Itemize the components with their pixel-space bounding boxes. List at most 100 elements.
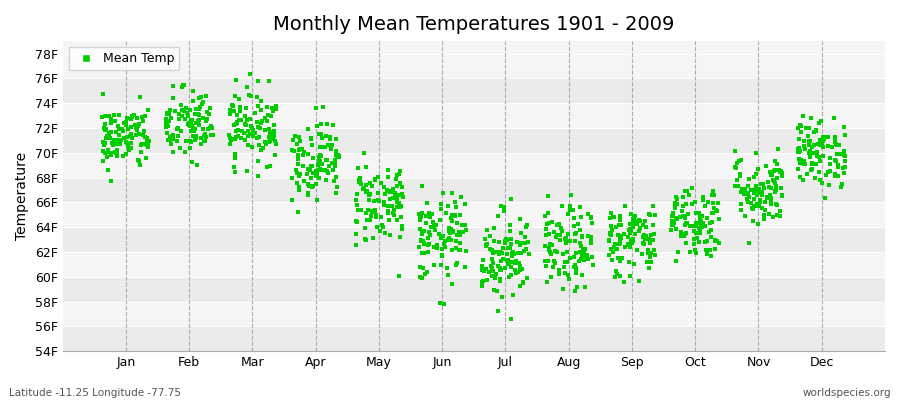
Point (245, 144, 259, 150)
Point (121, 126, 135, 132)
Point (330, 184, 345, 190)
Point (202, 111, 216, 117)
Point (309, 172, 323, 179)
Point (448, 199, 463, 205)
Point (115, 127, 130, 134)
Point (626, 238, 640, 245)
Point (244, 93, 258, 99)
Point (538, 212, 553, 219)
Point (435, 251, 449, 258)
Point (514, 240, 528, 246)
Point (816, 138, 831, 144)
Point (249, 118, 264, 125)
Point (189, 133, 203, 140)
Point (422, 241, 436, 247)
Point (295, 146, 310, 152)
Point (794, 129, 808, 135)
Point (320, 168, 334, 174)
Point (311, 158, 326, 164)
Point (142, 138, 157, 144)
Point (542, 244, 556, 251)
Point (760, 195, 775, 201)
Point (555, 251, 570, 257)
Point (330, 152, 345, 158)
Point (269, 103, 284, 109)
Point (228, 136, 242, 142)
Point (621, 242, 635, 248)
Point (478, 236, 492, 242)
Point (559, 240, 573, 246)
Point (693, 216, 707, 223)
Point (411, 244, 426, 250)
Point (96, 125, 111, 131)
Point (791, 149, 806, 155)
Point (624, 237, 638, 244)
Point (503, 264, 517, 270)
Point (326, 166, 340, 173)
Point (746, 206, 760, 212)
Point (752, 186, 766, 192)
Point (500, 244, 515, 251)
Point (135, 114, 149, 120)
Point (415, 231, 429, 237)
Point (134, 149, 148, 155)
Point (513, 267, 527, 273)
Point (509, 239, 524, 246)
Point (121, 142, 135, 149)
Point (310, 123, 325, 129)
Point (185, 98, 200, 104)
Point (228, 136, 242, 142)
Point (679, 201, 693, 208)
Point (555, 228, 570, 234)
Point (114, 137, 129, 143)
Point (416, 238, 430, 244)
Point (359, 237, 374, 244)
Point (575, 272, 590, 278)
Point (710, 208, 724, 215)
Point (822, 182, 836, 188)
Point (241, 128, 256, 134)
Point (349, 218, 364, 224)
Point (504, 316, 518, 322)
Point (413, 226, 428, 232)
Point (359, 182, 374, 188)
Point (396, 194, 410, 200)
Point (516, 280, 530, 286)
Point (544, 249, 558, 255)
Point (692, 220, 706, 227)
Point (368, 212, 382, 218)
Point (616, 279, 631, 285)
Point (670, 201, 684, 208)
Point (503, 228, 517, 234)
Point (170, 138, 184, 144)
Title: Monthly Mean Temperatures 1901 - 2009: Monthly Mean Temperatures 1901 - 2009 (273, 15, 674, 34)
Point (130, 123, 145, 129)
Point (246, 127, 260, 133)
Point (804, 114, 818, 121)
Point (386, 189, 400, 195)
Point (623, 272, 637, 279)
Point (639, 232, 653, 239)
Point (384, 203, 399, 210)
Point (501, 261, 516, 268)
Point (673, 213, 688, 220)
Point (292, 171, 307, 177)
Point (637, 232, 652, 238)
Point (434, 235, 448, 241)
Point (678, 215, 692, 221)
Point (163, 137, 177, 143)
Point (119, 119, 133, 125)
Point (605, 226, 619, 233)
Point (498, 238, 512, 244)
Point (556, 286, 571, 292)
Point (421, 242, 436, 248)
Point (182, 120, 196, 126)
Point (261, 112, 275, 118)
Point (194, 94, 209, 100)
Point (385, 186, 400, 192)
Point (442, 228, 456, 234)
Point (793, 174, 807, 180)
Point (494, 203, 508, 210)
Point (642, 236, 656, 242)
Point (699, 238, 714, 245)
